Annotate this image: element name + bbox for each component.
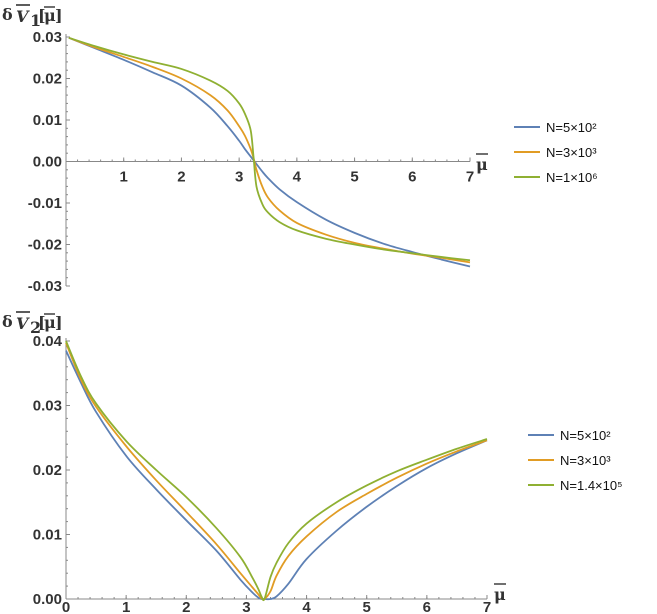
svg-text:[: [ bbox=[38, 6, 46, 25]
chart-1-legend-label-3: N=1×10⁶ bbox=[546, 170, 598, 185]
svg-text:δ: δ bbox=[2, 312, 13, 331]
chart-1-x-tick-label: 6 bbox=[408, 169, 416, 186]
chart-1-y-tick-label: 0.03 bbox=[33, 29, 62, 46]
chart-2-xlabel: μ bbox=[494, 583, 506, 604]
chart-1-y-tick-label: -0.02 bbox=[28, 237, 62, 254]
chart-1-x-tick-label: 4 bbox=[293, 169, 302, 186]
chart-1-series-line-2 bbox=[68, 36, 471, 264]
chart-1-x-tick-label: 1 bbox=[120, 169, 128, 186]
svg-text:μ: μ bbox=[476, 155, 488, 174]
chart-1-ylabel: δ V 1 [ μ ] bbox=[2, 4, 63, 30]
chart-1-y-tick-label: 0.00 bbox=[33, 154, 62, 171]
svg-text:1: 1 bbox=[30, 11, 41, 30]
chart-1-y-tick-label: 0.02 bbox=[33, 71, 62, 88]
chart-1-y-tick-label: -0.03 bbox=[28, 278, 62, 295]
svg-text:2: 2 bbox=[30, 318, 41, 337]
chart-1-legend-label-2: N=3×10³ bbox=[546, 145, 597, 160]
chart-1-y-tick-label: 0.01 bbox=[33, 112, 62, 129]
chart-2: δ V 2 [ μ ] μ 0.04 0.03 0.02 0.01 0.00 0 1 2 3 4 5… bbox=[2, 311, 623, 614]
chart-2-y-tick-label: 0.02 bbox=[33, 462, 62, 479]
svg-text:[: [ bbox=[38, 313, 46, 332]
chart-2-x-tick-label: 4 bbox=[302, 599, 311, 614]
chart-2-legend-label-1: N=5×10² bbox=[560, 428, 611, 443]
chart-2-y-tick-label: 0.01 bbox=[33, 527, 62, 544]
svg-text:μ: μ bbox=[44, 6, 56, 25]
chart-2-legend-label-3: N=1.4×10⁵ bbox=[560, 478, 623, 493]
chart-2-x-tick-label: 7 bbox=[483, 599, 491, 614]
chart-1-x-tick-label: 5 bbox=[350, 169, 358, 186]
chart-2-x-tick-label: 0 bbox=[62, 599, 70, 614]
chart-1-x-tick-label: 3 bbox=[235, 169, 243, 186]
chart-2-x-tick-label: 3 bbox=[242, 599, 250, 614]
chart-2-legend-label-2: N=3×10³ bbox=[560, 453, 611, 468]
svg-text:μ: μ bbox=[494, 585, 506, 604]
chart-2-ylabel: δ V 2 [ μ ] bbox=[2, 311, 63, 337]
chart-1-xlabel: μ bbox=[476, 153, 488, 174]
chart-1-y-tick-label: -0.01 bbox=[28, 195, 62, 212]
chart-1-series-line-3 bbox=[68, 36, 471, 262]
chart-1-series-line-1 bbox=[68, 36, 471, 268]
chart-2-y-tick-label: 0.04 bbox=[33, 333, 63, 350]
chart-1-x-tick-label: 2 bbox=[177, 169, 185, 186]
svg-text:V: V bbox=[16, 7, 30, 26]
svg-text:]: ] bbox=[55, 313, 63, 332]
chart-1-x-tick-label: 7 bbox=[466, 169, 474, 186]
chart-2-y-tick-label: 0.00 bbox=[33, 591, 62, 608]
svg-text:δ: δ bbox=[2, 5, 13, 24]
svg-text:μ: μ bbox=[44, 313, 56, 332]
chart-2-x-tick-label: 1 bbox=[122, 599, 130, 614]
chart-2-series-line-3 bbox=[65, 340, 488, 602]
chart-1: δ V 1 [ μ ] μ 0.03 0.02 0.01 0.00 -0.01 -0.02… bbox=[2, 4, 598, 295]
chart-2-x-tick-label: 6 bbox=[423, 599, 431, 614]
svg-text:V: V bbox=[16, 314, 30, 333]
chart-2-x-tick-label: 5 bbox=[363, 599, 371, 614]
svg-text:]: ] bbox=[55, 6, 63, 25]
chart-2-x-tick-label: 2 bbox=[182, 599, 190, 614]
chart-2-y-tick-label: 0.03 bbox=[33, 398, 62, 415]
chart-1-legend-label-1: N=5×10² bbox=[546, 120, 597, 135]
